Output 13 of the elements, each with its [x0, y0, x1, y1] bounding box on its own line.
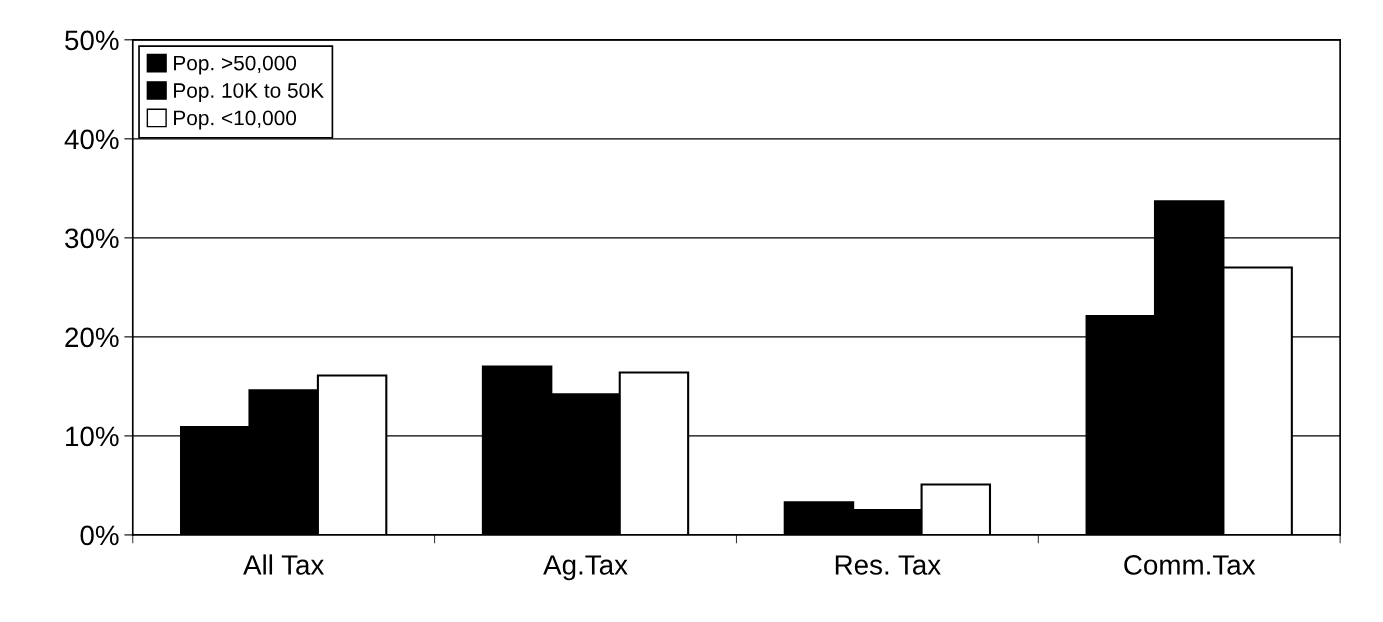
y-tick-label: 20% [65, 327, 119, 348]
legend-label: Pop. >50,000 [174, 55, 297, 75]
y-tick-label: 10% [66, 426, 119, 447]
x-tick-label: Ag.Tax [543, 555, 628, 581]
x-tick-label: Res. Tax [835, 555, 941, 575]
y-tick-label: 50% [65, 30, 119, 51]
x-tick-label: All Tax [243, 554, 325, 575]
x-tick-label: Comm.Tax [1124, 555, 1256, 575]
legend-label: Pop. 10K to 50K [174, 83, 324, 102]
y-tick-label: 30% [65, 228, 119, 249]
y-tick-label: 0% [80, 525, 119, 546]
legend-label: Pop. <10,000 [174, 110, 297, 130]
y-tick-label: 40% [64, 129, 119, 150]
